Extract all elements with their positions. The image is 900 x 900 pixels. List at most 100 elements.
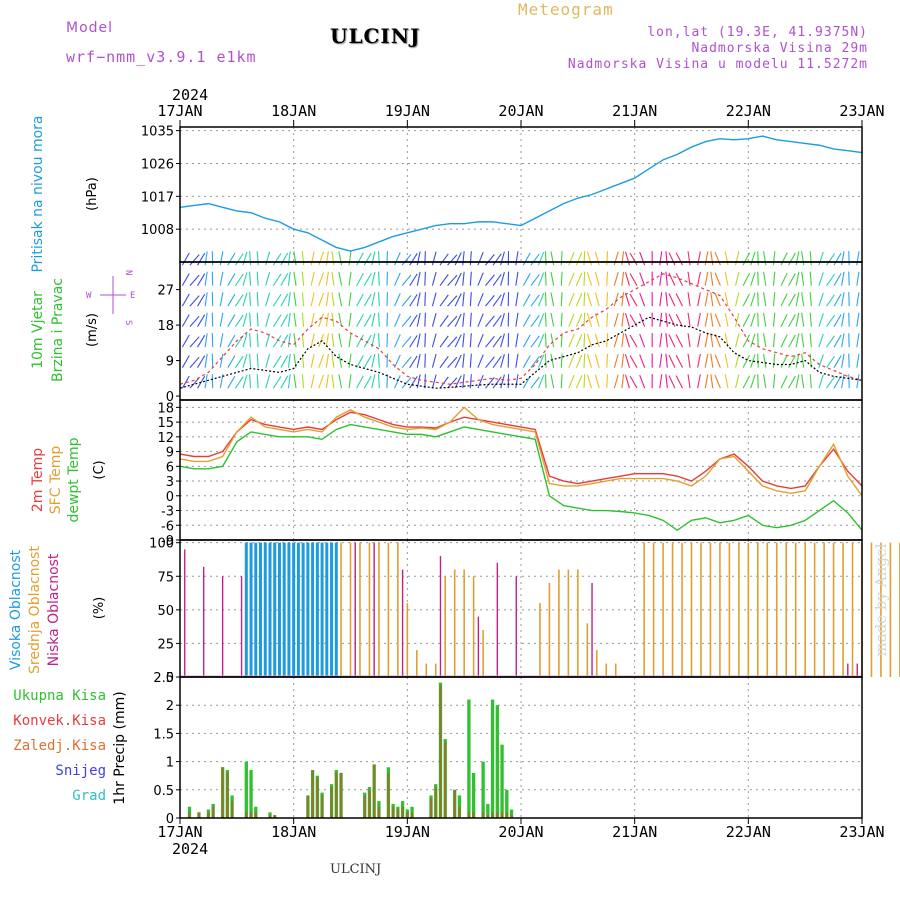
wind-barb — [704, 251, 709, 266]
wind-unit: (m/s) — [85, 313, 100, 347]
wind-barb — [665, 353, 668, 368]
precip-total-bar — [495, 705, 499, 818]
wind-barb — [780, 354, 788, 368]
wind-barb — [272, 273, 282, 286]
wind-barb — [242, 251, 248, 266]
wind-barb — [668, 354, 676, 368]
wind-barb — [325, 353, 329, 368]
wind-barb — [809, 292, 812, 307]
wind-barb — [293, 374, 297, 389]
wind-barb — [687, 353, 691, 368]
precip-conv-bar — [496, 812, 499, 818]
day-label-bottom: 22JAN — [726, 823, 771, 841]
precip-conv-bar — [211, 806, 215, 818]
wind-barb — [469, 251, 472, 266]
wind-barb — [742, 272, 751, 286]
wind-barb — [401, 254, 412, 266]
wind-barb — [477, 313, 484, 327]
wind-barb — [544, 271, 547, 286]
wind-barb — [394, 334, 401, 348]
wind-barb — [338, 374, 343, 389]
wind-barb — [665, 374, 668, 389]
wind-barb — [586, 354, 593, 368]
wind-barb — [538, 313, 545, 327]
wind-barb — [301, 251, 305, 266]
wind-barb — [515, 292, 519, 307]
wind-barb — [522, 334, 531, 348]
wind-barb — [710, 374, 714, 389]
wind-barb — [181, 293, 190, 307]
wind-barb — [818, 313, 824, 327]
wind-barb — [613, 354, 619, 368]
y-tick-label: 1035 — [141, 125, 174, 140]
wind-barb — [763, 271, 767, 286]
model-name: wrf−nmm_v3.9.1 e1km — [66, 48, 257, 66]
wind-barb — [544, 374, 547, 389]
wind-barb — [724, 271, 729, 286]
wind-barb — [586, 374, 593, 389]
y-tick-label: 1 — [166, 756, 174, 771]
precip-legend-0: Ukupna Kisa — [13, 688, 106, 704]
wind-barb — [348, 251, 352, 266]
wind-barb — [377, 251, 380, 266]
wind-barb — [197, 293, 206, 307]
wind-barb — [469, 271, 472, 286]
wind-barb — [586, 292, 593, 307]
wind-barb — [750, 333, 756, 348]
precip-conv-bar — [458, 806, 461, 818]
wind-barb — [772, 271, 776, 286]
wind-barb — [586, 313, 593, 327]
precip-conv-bar — [207, 812, 210, 818]
wind-barb — [492, 356, 502, 368]
wind-barb — [424, 292, 426, 307]
wind-barb — [788, 375, 796, 389]
day-label-top: 23JAN — [839, 102, 884, 120]
wind-barb — [204, 374, 208, 389]
wind-barb — [560, 374, 563, 389]
wind-barb — [439, 335, 449, 348]
wind-barb — [639, 292, 646, 307]
wind-barb — [613, 313, 619, 327]
wind-barb — [249, 312, 252, 327]
wind-barb — [606, 292, 609, 307]
wind-barb — [401, 295, 412, 307]
wind-barb — [219, 292, 224, 307]
wind-barb — [841, 353, 845, 368]
wind-barb — [613, 374, 619, 389]
wind-barb — [735, 312, 740, 327]
wind-barb — [714, 272, 721, 286]
wind-barb — [348, 353, 352, 368]
y-tick-label: 1008 — [141, 223, 174, 238]
wind-barb — [568, 354, 575, 368]
wind-barb — [204, 312, 208, 327]
wind-barb — [469, 353, 472, 368]
wind-barb — [189, 377, 200, 389]
wind-barb — [583, 353, 586, 368]
wind-barb — [272, 314, 282, 327]
wind-barb — [826, 294, 836, 307]
wind-barb — [522, 252, 531, 266]
precip-conv-bar — [339, 772, 343, 818]
wind-barb — [675, 252, 683, 266]
wind-barb — [377, 271, 380, 286]
wind-barb — [687, 251, 691, 266]
wind-barb — [639, 333, 646, 348]
wind-barb — [363, 252, 372, 266]
wind-barb — [763, 312, 767, 327]
wind-barb — [454, 375, 462, 389]
wind-barb — [424, 353, 426, 368]
wind-barb — [318, 374, 325, 389]
wind-barb — [469, 312, 472, 327]
wind-barb — [697, 251, 701, 266]
y-tick-label: 0 — [166, 390, 174, 405]
wind-barb — [710, 333, 714, 348]
wind-barb — [750, 354, 756, 368]
y-tick-label: 25 — [157, 637, 174, 652]
year-top: 2024 — [172, 86, 208, 104]
wind-barb — [629, 355, 638, 368]
wind-barb — [788, 355, 796, 368]
wind-barb — [409, 314, 418, 327]
panel-frame — [179, 399, 863, 541]
y-tick-label: -3 — [161, 505, 174, 520]
wind-barb — [530, 356, 540, 368]
